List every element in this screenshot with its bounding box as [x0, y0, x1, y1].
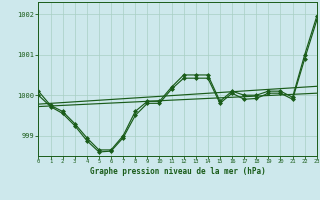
X-axis label: Graphe pression niveau de la mer (hPa): Graphe pression niveau de la mer (hPa): [90, 167, 266, 176]
